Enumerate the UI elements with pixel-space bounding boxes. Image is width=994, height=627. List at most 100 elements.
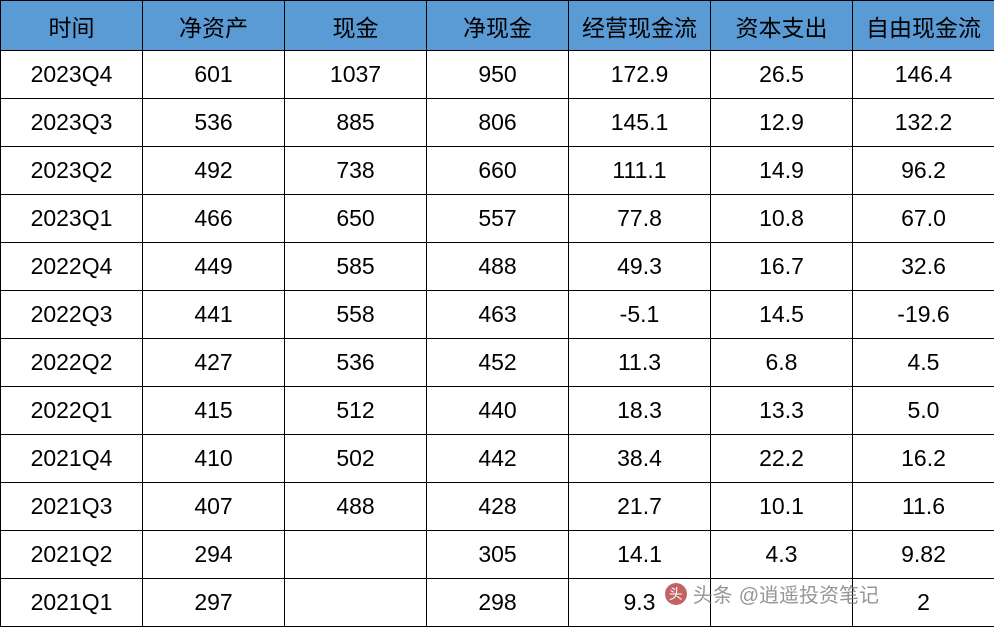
header-opcf: 经营现金流 bbox=[569, 1, 711, 51]
cell: 2021Q3 bbox=[1, 483, 143, 531]
cell: 601 bbox=[143, 51, 285, 99]
cell bbox=[711, 579, 853, 627]
cell: 502 bbox=[285, 435, 427, 483]
cell: 512 bbox=[285, 387, 427, 435]
cell: 650 bbox=[285, 195, 427, 243]
cell: 77.8 bbox=[569, 195, 711, 243]
cell: 10.8 bbox=[711, 195, 853, 243]
cell: 22.2 bbox=[711, 435, 853, 483]
cell: 18.3 bbox=[569, 387, 711, 435]
table-row: 2023Q2492738660111.114.996.2 bbox=[1, 147, 994, 195]
cell: 466 bbox=[143, 195, 285, 243]
cell: 2021Q4 bbox=[1, 435, 143, 483]
table-body: 2023Q46011037950172.926.5146.4 2023Q3536… bbox=[1, 51, 994, 627]
cell: 67.0 bbox=[853, 195, 994, 243]
cell: 4.3 bbox=[711, 531, 853, 579]
cell: 38.4 bbox=[569, 435, 711, 483]
table-row: 2021Q340748842821.710.111.6 bbox=[1, 483, 994, 531]
cell: 145.1 bbox=[569, 99, 711, 147]
cell: 49.3 bbox=[569, 243, 711, 291]
table-row: 2022Q242753645211.36.84.5 bbox=[1, 339, 994, 387]
cell: 557 bbox=[427, 195, 569, 243]
cell: 1037 bbox=[285, 51, 427, 99]
cell: 463 bbox=[427, 291, 569, 339]
cell: 2023Q3 bbox=[1, 99, 143, 147]
table-row: 2023Q46011037950172.926.5146.4 bbox=[1, 51, 994, 99]
cell: 2022Q4 bbox=[1, 243, 143, 291]
cell: 452 bbox=[427, 339, 569, 387]
cell: 585 bbox=[285, 243, 427, 291]
cell: 9.82 bbox=[853, 531, 994, 579]
cell: 14.5 bbox=[711, 291, 853, 339]
cell: 2021Q1 bbox=[1, 579, 143, 627]
cell: 2022Q1 bbox=[1, 387, 143, 435]
cell: 10.1 bbox=[711, 483, 853, 531]
cell: 111.1 bbox=[569, 147, 711, 195]
header-row: 时间 净资产 现金 净现金 经营现金流 资本支出 自由现金流 bbox=[1, 1, 994, 51]
cell: 428 bbox=[427, 483, 569, 531]
header-cash: 现金 bbox=[285, 1, 427, 51]
cell: 2021Q2 bbox=[1, 531, 143, 579]
cell: 2023Q4 bbox=[1, 51, 143, 99]
cell: 660 bbox=[427, 147, 569, 195]
cell: 2022Q2 bbox=[1, 339, 143, 387]
table-row: 2023Q3536885806145.112.9132.2 bbox=[1, 99, 994, 147]
cell: 146.4 bbox=[853, 51, 994, 99]
cell: 2 bbox=[853, 579, 994, 627]
cell: 172.9 bbox=[569, 51, 711, 99]
cell: 536 bbox=[143, 99, 285, 147]
cell: 410 bbox=[143, 435, 285, 483]
cell: 21.7 bbox=[569, 483, 711, 531]
cell: 2023Q1 bbox=[1, 195, 143, 243]
cell bbox=[285, 531, 427, 579]
cell: 4.5 bbox=[853, 339, 994, 387]
table-row: 2022Q141551244018.313.35.0 bbox=[1, 387, 994, 435]
table-row: 2022Q3441558463-5.114.5-19.6 bbox=[1, 291, 994, 339]
cell: 2022Q3 bbox=[1, 291, 143, 339]
cell: 950 bbox=[427, 51, 569, 99]
cell: 14.1 bbox=[569, 531, 711, 579]
cell: 441 bbox=[143, 291, 285, 339]
cell: 440 bbox=[427, 387, 569, 435]
cell: 488 bbox=[427, 243, 569, 291]
cell: 806 bbox=[427, 99, 569, 147]
cell: 26.5 bbox=[711, 51, 853, 99]
cell: 9.3 bbox=[569, 579, 711, 627]
cell: 12.9 bbox=[711, 99, 853, 147]
table-row: 2021Q12972989.32 bbox=[1, 579, 994, 627]
cell: 294 bbox=[143, 531, 285, 579]
cell: 536 bbox=[285, 339, 427, 387]
table-row: 2021Q441050244238.422.216.2 bbox=[1, 435, 994, 483]
cell: 492 bbox=[143, 147, 285, 195]
header-capex: 资本支出 bbox=[711, 1, 853, 51]
cell: 5.0 bbox=[853, 387, 994, 435]
cell: 415 bbox=[143, 387, 285, 435]
cell: 738 bbox=[285, 147, 427, 195]
table-row: 2023Q146665055777.810.867.0 bbox=[1, 195, 994, 243]
cell: 2023Q2 bbox=[1, 147, 143, 195]
financial-table: 时间 净资产 现金 净现金 经营现金流 资本支出 自由现金流 2023Q4601… bbox=[0, 0, 994, 627]
cell: 11.3 bbox=[569, 339, 711, 387]
cell: 16.7 bbox=[711, 243, 853, 291]
header-fcf: 自由现金流 bbox=[853, 1, 994, 51]
cell: 442 bbox=[427, 435, 569, 483]
cell: 132.2 bbox=[853, 99, 994, 147]
cell: 488 bbox=[285, 483, 427, 531]
header-netasset: 净资产 bbox=[143, 1, 285, 51]
cell: 16.2 bbox=[853, 435, 994, 483]
cell: 6.8 bbox=[711, 339, 853, 387]
cell: 885 bbox=[285, 99, 427, 147]
cell: 427 bbox=[143, 339, 285, 387]
table-row: 2022Q444958548849.316.732.6 bbox=[1, 243, 994, 291]
cell: 305 bbox=[427, 531, 569, 579]
cell: 11.6 bbox=[853, 483, 994, 531]
cell: 407 bbox=[143, 483, 285, 531]
cell: 96.2 bbox=[853, 147, 994, 195]
cell: 449 bbox=[143, 243, 285, 291]
cell bbox=[285, 579, 427, 627]
cell: 297 bbox=[143, 579, 285, 627]
cell: 32.6 bbox=[853, 243, 994, 291]
cell: 13.3 bbox=[711, 387, 853, 435]
cell: 14.9 bbox=[711, 147, 853, 195]
header-netcash: 净现金 bbox=[427, 1, 569, 51]
